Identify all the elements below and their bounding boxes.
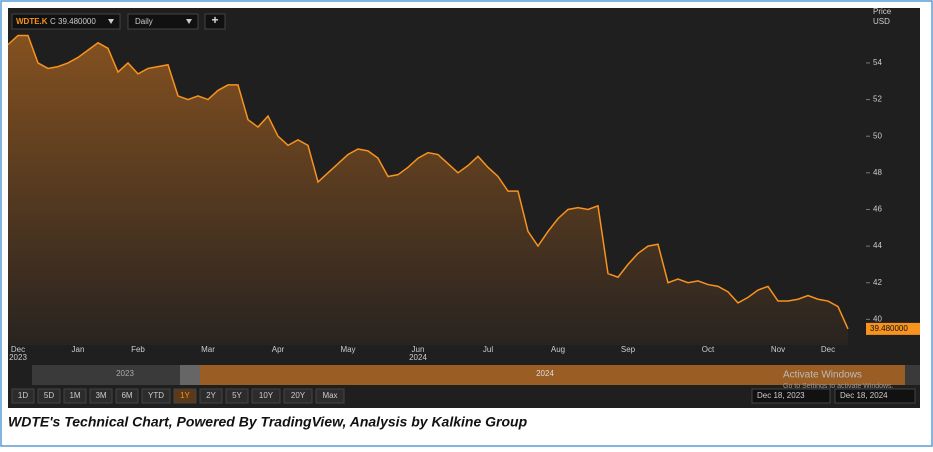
range-label: Max [322,391,337,400]
navigator-label: 2023 [116,369,134,378]
axis-title: Price [873,7,892,16]
range-button[interactable] [199,388,223,404]
x-tick-label: Jul [483,345,493,354]
area [8,35,848,345]
range-label: 6M [121,391,132,400]
x-year-label: 2024 [409,353,427,362]
y-tick-label: 46 [873,205,882,214]
range-label: 1D [18,391,28,400]
range-button[interactable] [63,388,87,404]
range-button[interactable] [173,388,197,404]
range-label: YTD [148,391,164,400]
range-label: 3M [95,391,106,400]
symbol: WDTE.K [16,17,48,26]
x-tick-label: Mar [201,345,215,354]
dropdown-icon [186,19,192,24]
add-button: + [211,13,218,27]
x-tick-label: Jun [412,345,425,354]
line [7,34,849,330]
range-label: 2Y [206,391,216,400]
quote: C 39.480000 [50,17,96,26]
range-button[interactable] [283,388,313,404]
x-tick-label: Dec [11,345,25,354]
range-label: 10Y [259,391,274,400]
date-box[interactable] [834,388,916,404]
watermark: Activate Windows [783,370,862,381]
range-label: 5D [44,391,54,400]
y-tick-label: 42 [873,278,882,287]
last-value-label: 39.480000 [870,324,908,333]
y-tick-label: 54 [873,58,882,67]
y-tick-label: 44 [873,241,882,250]
from-date: Dec 18, 2023 [757,391,805,400]
x-year-label: 2023 [9,353,27,362]
y-tick-label: 48 [873,168,882,177]
x-tick-label: Jan [72,345,85,354]
range-button[interactable] [115,388,139,404]
range-label: 1M [69,391,80,400]
range-button[interactable] [225,388,249,404]
date-box[interactable] [751,388,831,404]
symbol-box[interactable] [11,13,121,30]
range-label: 5Y [232,391,242,400]
x-tick-label: Feb [131,345,145,354]
navigator-handle[interactable] [180,365,200,385]
interval: Daily [135,17,153,26]
x-tick-label: Dec [821,345,835,354]
range-label: 1Y [180,391,190,400]
dropdown-icon [108,19,114,24]
range-button[interactable] [141,388,171,404]
range-button[interactable] [89,388,113,404]
caption: WDTE's Technical Chart, Powered By Tradi… [8,414,528,430]
range-button[interactable] [251,388,281,404]
y-tick-label: 52 [873,95,882,104]
last-value-box [866,322,920,335]
axis-unit: USD [873,17,890,26]
range-button[interactable] [315,388,345,404]
range-button[interactable] [11,388,35,404]
navigator-label: 2024 [536,369,554,378]
range-label: 20Y [291,391,306,400]
x-tick-label: Oct [702,345,715,354]
navigator-selection[interactable] [200,365,905,385]
to-date: Dec 18, 2024 [840,391,888,400]
x-tick-label: Apr [272,345,285,354]
watermark-sub: Go to Settings to activate Windows. [783,383,894,390]
x-tick-label: Sep [621,345,636,354]
x-tick-label: Aug [551,345,565,354]
x-tick-label: Nov [771,345,785,354]
add-box[interactable] [204,13,226,30]
range-button[interactable] [37,388,61,404]
interval-box[interactable] [127,13,199,30]
y-tick-label: 50 [873,131,882,140]
y-tick-label: 40 [873,314,882,323]
x-tick-label: May [340,345,355,354]
